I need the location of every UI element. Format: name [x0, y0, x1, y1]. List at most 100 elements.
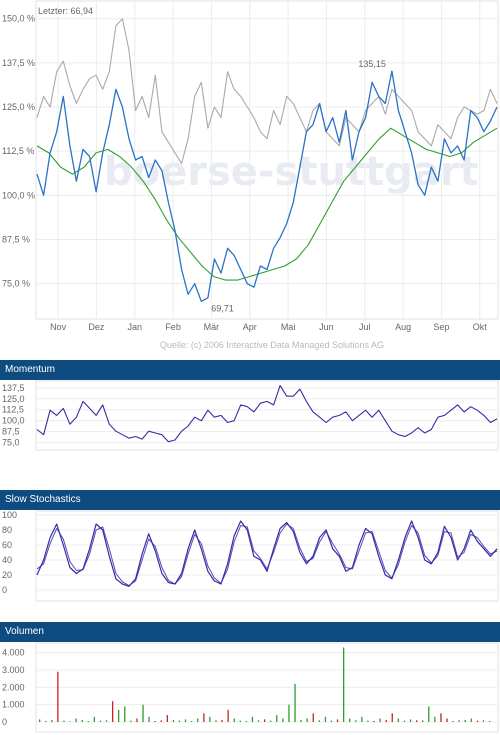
volume-bar [294, 683, 296, 722]
volume-bar [379, 718, 381, 722]
volume-bar [464, 719, 466, 722]
volume-bar [488, 721, 491, 722]
x-tick-label: Sep [433, 322, 449, 332]
volume-bar [416, 720, 418, 722]
y-tick-label: 75,0 % [2, 279, 30, 289]
y-tick-label: 0 [2, 585, 7, 595]
volume-bar [172, 719, 175, 722]
volume-bar [434, 716, 436, 722]
volume-bar [197, 718, 199, 722]
y-tick-label: 137,5 [2, 383, 25, 393]
y-tick-label: 100,0 [2, 416, 25, 426]
momentum-plot-area [35, 380, 499, 451]
y-tick-label: 100 [2, 510, 17, 520]
volume-bar [51, 719, 53, 722]
y-tick-label: 100,0 % [2, 190, 35, 200]
y-tick-label: 125,0 [2, 394, 25, 404]
volume-bar [130, 720, 132, 722]
volume-bar [148, 716, 150, 722]
annotation-label: 69,71 [211, 303, 234, 313]
volume-bar [343, 647, 345, 722]
volume-bar [227, 709, 229, 722]
volume-bar [336, 719, 339, 722]
series-line-compare [36, 18, 498, 165]
volume-bar [349, 718, 351, 722]
volume-bar [282, 718, 284, 722]
y-tick-label: 4.000 [2, 648, 25, 658]
volume-bar [166, 715, 168, 722]
volume-bar [361, 716, 363, 722]
volume-bar [446, 718, 448, 722]
volume-bar [318, 720, 320, 722]
volume-bar [312, 713, 314, 722]
x-tick-label: Jan [127, 322, 142, 332]
y-tick-label: 80 [2, 525, 12, 535]
y-tick-label: 60 [2, 540, 12, 550]
volume-bar [482, 720, 485, 722]
volume-bar [45, 721, 47, 722]
volume-bar [124, 706, 126, 722]
volume-bar [191, 721, 193, 722]
volume-bar [142, 704, 144, 722]
volume-bar [355, 720, 357, 722]
volume-title: Volumen [5, 626, 44, 637]
volume-bar [39, 719, 41, 722]
x-tick-label: Dez [88, 322, 105, 332]
y-tick-label: 112,5 [2, 405, 24, 415]
series-line-average [36, 127, 498, 281]
volume-chart: 4.000 3.000 2.000 1.000 0 [2, 642, 499, 733]
volume-bar [239, 720, 241, 722]
volume-bar [57, 671, 59, 722]
volume-header: Volumen [0, 622, 500, 642]
stochastics-chart: 100 80 60 40 20 0 [2, 510, 499, 602]
stochastics-title: Slow Stochastics [5, 494, 81, 505]
volume-bar [99, 720, 102, 722]
volume-bar [264, 719, 266, 722]
x-tick-label: Mai [281, 322, 296, 332]
volume-bar [203, 713, 205, 722]
volume-bar [452, 721, 454, 722]
volume-bar [288, 704, 290, 722]
volume-bar [397, 718, 399, 722]
x-tick-label: Nov [50, 322, 67, 332]
volume-bar [276, 715, 278, 722]
x-tick-label: Okt [473, 322, 488, 332]
y-tick-label: 87,5 % [2, 235, 30, 245]
volume-bar [476, 720, 479, 722]
volume-bar [154, 721, 156, 722]
stochastics-header: Slow Stochastics [0, 490, 500, 510]
y-tick-label: 40 [2, 555, 12, 565]
volume-bar [233, 718, 235, 722]
volume-bar [63, 720, 65, 722]
momentum-line [36, 385, 498, 443]
stochastics-plot-area [35, 510, 499, 602]
volume-bar [373, 721, 375, 722]
source-label: Quelle: (c) 2006 Interactive Data Manage… [160, 340, 384, 350]
price-chart: boerse-stuttgart Letzter: 66,94 150,0 % 1… [2, 0, 499, 350]
volume-bar [87, 721, 89, 722]
last-price-label: Letzter: 66,94 [38, 6, 93, 16]
volume-bar [391, 713, 393, 722]
volume-bar [221, 719, 223, 722]
x-tick-label: Mär [204, 322, 220, 332]
y-tick-label: 3.000 [2, 665, 25, 675]
volume-bar [136, 718, 138, 722]
volume-bar [112, 701, 114, 722]
volume-bar [184, 719, 187, 722]
x-tick-label: Apr [243, 322, 257, 332]
volume-bar [330, 720, 333, 722]
volume-bar [215, 720, 217, 722]
volume-bar [470, 718, 472, 722]
momentum-title: Momentum [5, 364, 56, 375]
volume-bar [428, 706, 430, 722]
volume-bar [422, 720, 424, 722]
y-tick-label: 1.000 [2, 700, 25, 710]
y-tick-label: 125,0 % [2, 102, 35, 112]
y-tick-label: 0 [2, 717, 7, 727]
volume-bar [324, 716, 327, 722]
volume-bar [251, 716, 254, 722]
volume-bar [245, 721, 247, 722]
y-tick-label: 87,5 [2, 427, 20, 437]
price-plot-area [35, 0, 499, 320]
